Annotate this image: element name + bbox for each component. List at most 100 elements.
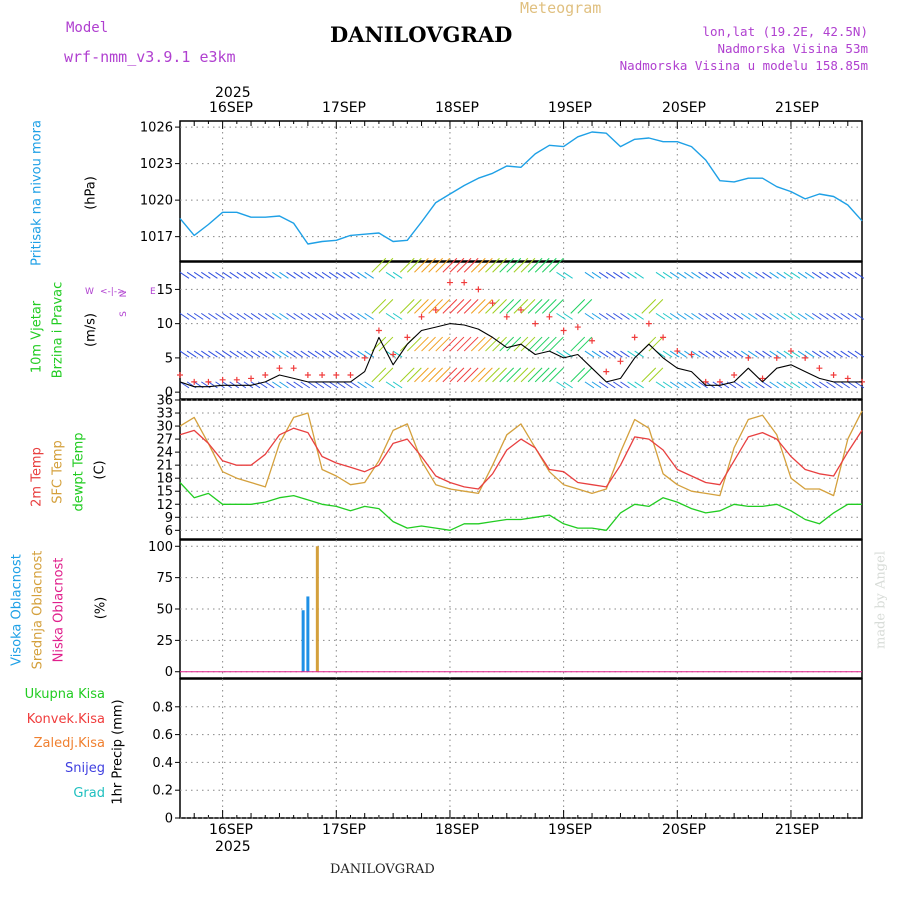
wind-arrow	[193, 312, 204, 320]
wind-arrow	[705, 271, 715, 279]
wind-arrow	[627, 271, 637, 279]
model-altitude-label: Nadmorska Visina u modelu 158.85m	[619, 58, 868, 73]
wind-arrow	[854, 312, 865, 320]
wind-arrow	[804, 271, 815, 279]
wind-arrow	[499, 257, 515, 273]
wind-arrow	[740, 312, 751, 320]
wind-arrow	[336, 350, 346, 358]
wind-arrow	[776, 271, 787, 279]
wind-arrow	[584, 381, 595, 389]
wind-arrow	[371, 257, 387, 273]
wind-arrow	[534, 299, 550, 314]
gust-marker	[404, 334, 411, 341]
gust-marker	[603, 368, 610, 375]
wind-arrow	[691, 312, 701, 320]
gust-marker	[361, 354, 368, 361]
wind-arrow	[740, 381, 751, 389]
temp2m-line	[179, 427, 863, 490]
coords-label: lon,lat (19.2E, 42.5N)	[702, 24, 868, 39]
wind-arrow	[463, 336, 479, 352]
wind-arrow	[236, 350, 247, 358]
wind-arrow	[769, 312, 779, 320]
wind-arrow	[478, 367, 493, 383]
gust-marker	[461, 279, 468, 286]
wind-arrow	[648, 299, 664, 314]
wind-arrow	[421, 257, 436, 273]
wind-arrow	[357, 381, 367, 389]
wind-arrow	[726, 312, 737, 320]
wind-arrow	[541, 299, 557, 314]
wind-arrow	[826, 312, 836, 320]
wind-arrow	[250, 381, 261, 389]
wind-arrow	[222, 271, 232, 279]
wind-arrow	[634, 381, 644, 389]
precip-ytick-label-4: 0	[165, 812, 173, 827]
page-title: DANILOVGRAD	[330, 22, 513, 47]
gust-marker	[475, 286, 482, 293]
wind-arrow	[485, 367, 500, 383]
precip-snow-label: Snijeg	[65, 761, 105, 776]
wind-arrow	[272, 312, 282, 320]
wind-arrow	[314, 312, 325, 320]
wind-arrow	[364, 350, 374, 358]
temp-ytick-label-10: 6	[165, 524, 173, 539]
wind-arrow	[840, 381, 850, 389]
wind-arrow	[847, 271, 858, 279]
wind-arrow	[755, 350, 765, 358]
wind-arrow	[541, 367, 557, 383]
wind-arrow	[556, 381, 566, 389]
wind-arrow	[804, 312, 815, 320]
compass-east: E	[150, 287, 156, 297]
wind-arrow	[364, 312, 374, 320]
wind-arrow	[463, 257, 479, 273]
wind-arrow	[620, 271, 630, 279]
wind-arrow	[840, 350, 850, 358]
wind-arrow	[208, 312, 218, 320]
wind-arrow	[435, 367, 451, 383]
wind-arrow	[229, 312, 240, 320]
precip-ytick-label-3: 0.2	[152, 784, 173, 799]
top-day-0: 16SEP	[209, 100, 253, 116]
top-day-3: 19SEP	[548, 100, 592, 116]
precip-ytick-label-0: 0.8	[152, 700, 173, 715]
wind-arrow	[762, 271, 772, 279]
wind-arrow	[733, 271, 744, 279]
wind-arrow	[506, 336, 522, 352]
wind-arrow	[549, 336, 564, 352]
wind-arrow	[662, 381, 673, 389]
wind-arrow	[215, 381, 225, 389]
wind-arrow	[819, 271, 829, 279]
wind-arrow	[719, 350, 730, 358]
wind-arrow	[833, 271, 843, 279]
wind-arrow	[563, 312, 573, 320]
wind-arrow	[804, 350, 815, 358]
cloud-ytick-label-3: 25	[156, 634, 173, 649]
wind-arrow	[406, 336, 422, 352]
wind-arrow	[506, 299, 522, 314]
temp-ytick-label-7: 15	[156, 485, 173, 500]
wind-arrow	[591, 350, 602, 358]
wind-arrow	[797, 381, 808, 389]
wind-arrow	[378, 299, 394, 314]
wind-arrow	[215, 271, 225, 279]
wind-arrow	[762, 381, 772, 389]
wind-arrow	[677, 381, 687, 389]
sfc-temp-line	[179, 410, 863, 497]
wind-arrow	[421, 336, 436, 352]
wind-arrow	[662, 312, 673, 320]
wind-arrow	[293, 350, 303, 358]
wind-arrow	[470, 257, 486, 273]
wind-arrow	[399, 299, 415, 314]
wind-arrow	[193, 350, 204, 358]
wind-arrow	[392, 381, 403, 389]
wind-arrow	[492, 336, 507, 352]
cloud-bar-0-0	[301, 610, 305, 672]
wind-arrow	[669, 381, 680, 389]
gust-marker	[645, 320, 652, 327]
wind-arrow	[520, 367, 536, 383]
gust-marker	[290, 365, 297, 372]
wind-arrow	[343, 350, 353, 358]
wind-arrow	[719, 312, 730, 320]
wind-arrow	[272, 350, 282, 358]
wind-arrow	[698, 312, 708, 320]
